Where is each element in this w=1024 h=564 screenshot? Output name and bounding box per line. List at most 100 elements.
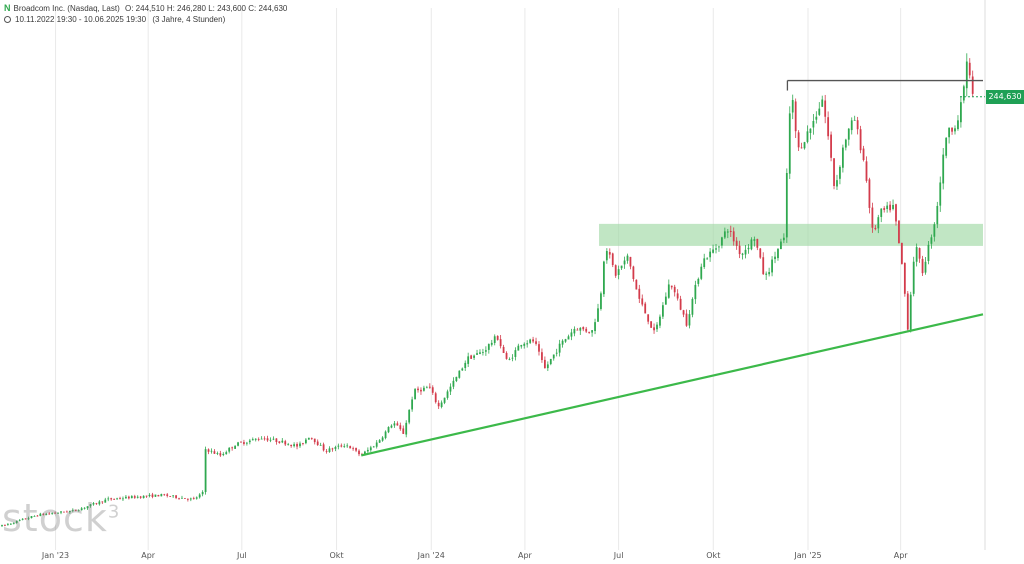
- candle-body: [750, 239, 753, 250]
- stock3-logo-icon: N: [4, 3, 11, 13]
- candle-body: [756, 238, 759, 248]
- candle-body: [712, 249, 714, 253]
- candle-body: [204, 449, 207, 493]
- x-tick-label: Okt: [329, 551, 344, 560]
- candle-body: [24, 518, 27, 520]
- candle-body: [676, 293, 679, 299]
- candle-body: [664, 296, 667, 305]
- candle-body: [806, 131, 809, 142]
- candle-body: [169, 496, 172, 497]
- candle-body: [886, 205, 889, 210]
- candle-body: [629, 256, 632, 267]
- support-zone: [599, 223, 983, 246]
- candle-body: [275, 438, 278, 443]
- candle-body: [697, 278, 700, 284]
- candle-body: [744, 249, 747, 255]
- candle-body: [511, 357, 514, 359]
- candle-body: [30, 516, 33, 519]
- candle-body: [290, 444, 293, 447]
- candle-body: [325, 450, 328, 452]
- candle-body: [248, 440, 251, 443]
- candle-body: [372, 446, 375, 448]
- candle-body: [390, 425, 393, 428]
- candle-body: [18, 520, 21, 521]
- candle-body: [381, 437, 384, 441]
- candle-body: [139, 496, 142, 498]
- interval-label: (3 Jahre, 4 Stunden): [152, 15, 226, 24]
- candle-body: [847, 128, 850, 140]
- candle-body: [402, 428, 405, 434]
- last-price-tag: 244,630: [986, 89, 1024, 104]
- candle-body: [428, 386, 431, 388]
- candle-body: [960, 102, 962, 123]
- candle-body: [541, 352, 543, 361]
- candle-body: [219, 453, 222, 456]
- candle-body: [440, 402, 443, 407]
- candle-body: [549, 358, 552, 365]
- candle-body: [272, 438, 275, 440]
- candle-body: [836, 180, 838, 187]
- candle-body: [133, 496, 136, 498]
- candle-body: [785, 172, 788, 238]
- candle-body: [809, 128, 812, 133]
- x-tick-label: Jul: [613, 551, 624, 560]
- candle-body: [405, 422, 408, 435]
- candle-body: [788, 113, 791, 174]
- candle-body: [721, 237, 723, 246]
- candle-body: [644, 303, 647, 314]
- candle-body: [791, 100, 794, 113]
- candle-body: [871, 207, 874, 228]
- candle-body: [7, 524, 9, 525]
- candle-body: [482, 352, 484, 353]
- candle-body: [780, 241, 782, 250]
- chart-header: N Broadcom Inc. (Nasdaq, Last) O: 244,510…: [4, 3, 287, 14]
- candle-body: [260, 438, 263, 440]
- candle-body: [582, 327, 585, 330]
- x-tick-label: Okt: [706, 551, 721, 560]
- candle-body: [718, 246, 720, 248]
- candle-body: [487, 344, 490, 350]
- candle-body: [523, 343, 526, 346]
- candle-body: [110, 498, 113, 500]
- candle-body: [484, 350, 487, 352]
- candle-body: [638, 288, 641, 299]
- candle-body: [564, 339, 567, 342]
- candle-body: [77, 510, 80, 512]
- candle-body: [945, 137, 948, 156]
- candle-body: [461, 368, 464, 371]
- candle-body: [679, 298, 682, 310]
- candle-body: [364, 451, 366, 455]
- candle-body: [490, 342, 493, 345]
- candle-body: [195, 497, 198, 499]
- candle-body: [417, 388, 419, 391]
- candle-body: [310, 438, 313, 439]
- candles: [1, 53, 974, 527]
- candle-body: [762, 257, 765, 275]
- candle-body: [1, 525, 3, 527]
- candle-body: [602, 261, 605, 295]
- candle-body: [765, 273, 768, 275]
- candle-body: [125, 496, 127, 499]
- candle-body: [815, 116, 818, 120]
- candle-body: [95, 503, 98, 505]
- candle-body: [965, 61, 968, 89]
- candle-body: [296, 443, 298, 447]
- candle-body: [579, 327, 582, 331]
- candle-body: [437, 402, 440, 407]
- candle-body: [659, 316, 661, 326]
- candle-body: [608, 252, 611, 255]
- candle-body: [21, 518, 24, 520]
- candle-body: [647, 314, 650, 322]
- candle-body: [346, 445, 349, 447]
- candle-body: [80, 508, 83, 511]
- candle-body: [962, 86, 965, 101]
- candle-body: [729, 230, 732, 232]
- candle-body: [251, 439, 254, 441]
- candle-body: [594, 322, 596, 332]
- candle-body: [903, 263, 906, 294]
- candle-body: [921, 258, 924, 274]
- candle-body: [222, 453, 225, 456]
- candle-body: [703, 258, 706, 268]
- candle-body: [464, 362, 467, 368]
